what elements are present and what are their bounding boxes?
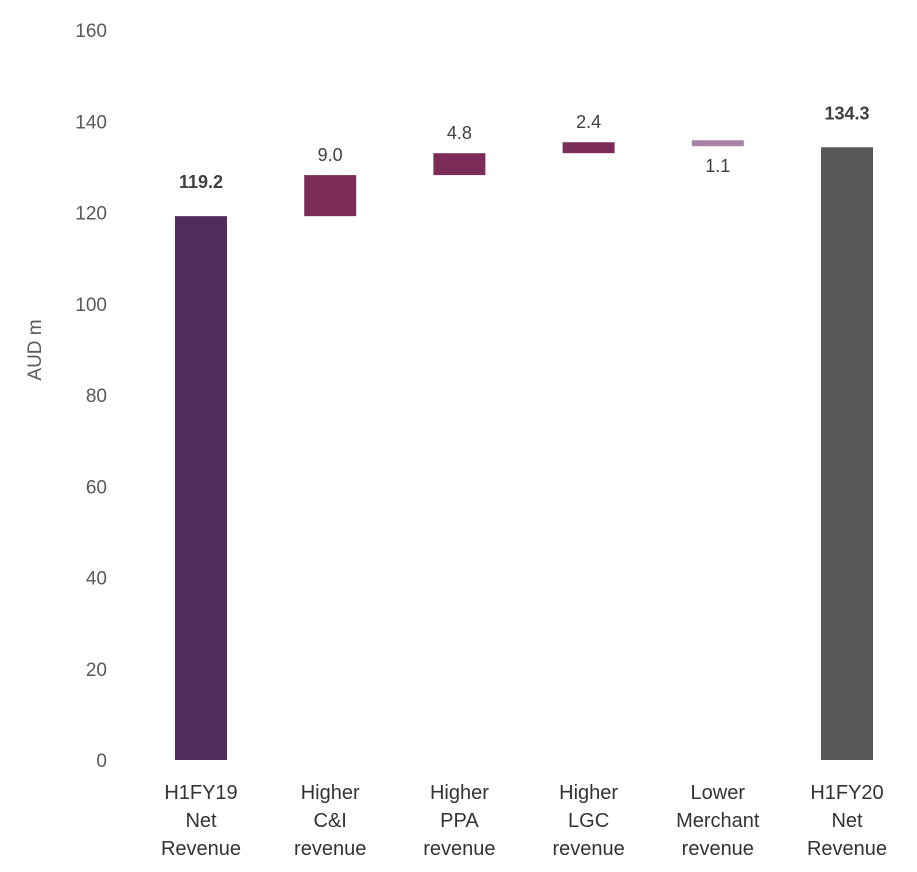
category-label: Net [831, 810, 863, 832]
category-label: C&I [314, 810, 347, 832]
y-tick-label: 0 [96, 751, 107, 772]
category-label: revenue [423, 838, 495, 860]
category-label: Higher [559, 782, 618, 804]
data-label: 2.4 [576, 112, 601, 132]
category-label: Higher [301, 782, 360, 804]
y-tick-label: 60 [86, 477, 107, 498]
category-label: Net [185, 810, 217, 832]
data-label: 134.3 [824, 103, 869, 123]
category-label: LGC [568, 810, 609, 832]
bar-decrease [691, 140, 744, 147]
category-label: Lower [691, 782, 746, 804]
category-label: Revenue [807, 838, 887, 860]
data-label: 119.2 [179, 172, 223, 192]
y-tick-label: 80 [86, 386, 107, 407]
category-label: PPA [440, 810, 479, 832]
y-axis-title: AUD m [25, 319, 46, 380]
bar-increase [562, 142, 615, 154]
category-label: Merchant [676, 810, 760, 832]
y-tick-label: 120 [75, 204, 107, 225]
bar-increase [304, 175, 357, 217]
category-label: H1FY19 [164, 782, 237, 804]
y-tick-label: 100 [75, 295, 107, 316]
y-tick-label: 40 [86, 569, 107, 590]
category-label: revenue [294, 838, 366, 860]
y-axis-ticks: 0 20 40 60 80 100 120 140 160 [75, 21, 107, 772]
data-label: 9.0 [318, 145, 343, 165]
category-label: Higher [430, 782, 489, 804]
category-label: revenue [682, 838, 754, 860]
category-label: revenue [552, 838, 624, 860]
bar-increase [433, 153, 486, 176]
category-labels: H1FY19 Net Revenue Higher C&I revenue Higher PP… [161, 782, 887, 860]
y-tick-label: 20 [86, 660, 107, 681]
bars [175, 140, 873, 761]
y-tick-label: 160 [75, 21, 107, 42]
data-label: 1.1 [705, 156, 730, 176]
category-label: H1FY20 [810, 782, 883, 804]
y-tick-label: 140 [75, 112, 107, 133]
bar-total [821, 147, 873, 761]
data-labels: 119.2 9.0 4.8 2.4 1.1 134.3 [179, 103, 870, 192]
data-label: 4.8 [447, 123, 472, 143]
bar-total [175, 216, 227, 760]
category-label: Revenue [161, 838, 241, 860]
